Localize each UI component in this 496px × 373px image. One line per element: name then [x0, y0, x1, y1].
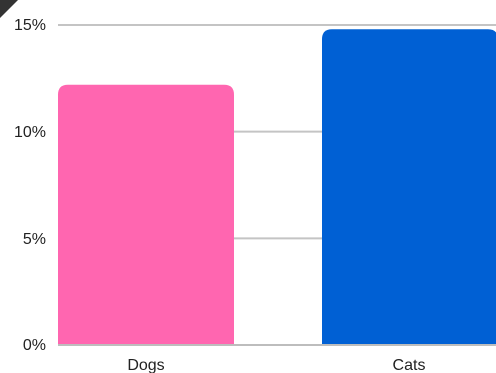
bar-cats — [322, 29, 496, 345]
bar-dogs — [58, 84, 234, 345]
category-label-cats: Cats — [393, 357, 426, 373]
corner-triangle-decoration — [0, 0, 18, 18]
y-tick-label-3: 15% — [14, 17, 46, 34]
y-tick-label-2: 10% — [14, 124, 46, 141]
category-label-dogs: Dogs — [127, 357, 164, 373]
bars — [58, 29, 496, 345]
y-tick-label-1: 5% — [23, 231, 46, 248]
y-tick-label-0: 0% — [23, 337, 46, 354]
category-labels: Dogs Cats — [127, 357, 425, 373]
y-tick-labels: 0% 5% 10% 15% — [14, 17, 46, 354]
